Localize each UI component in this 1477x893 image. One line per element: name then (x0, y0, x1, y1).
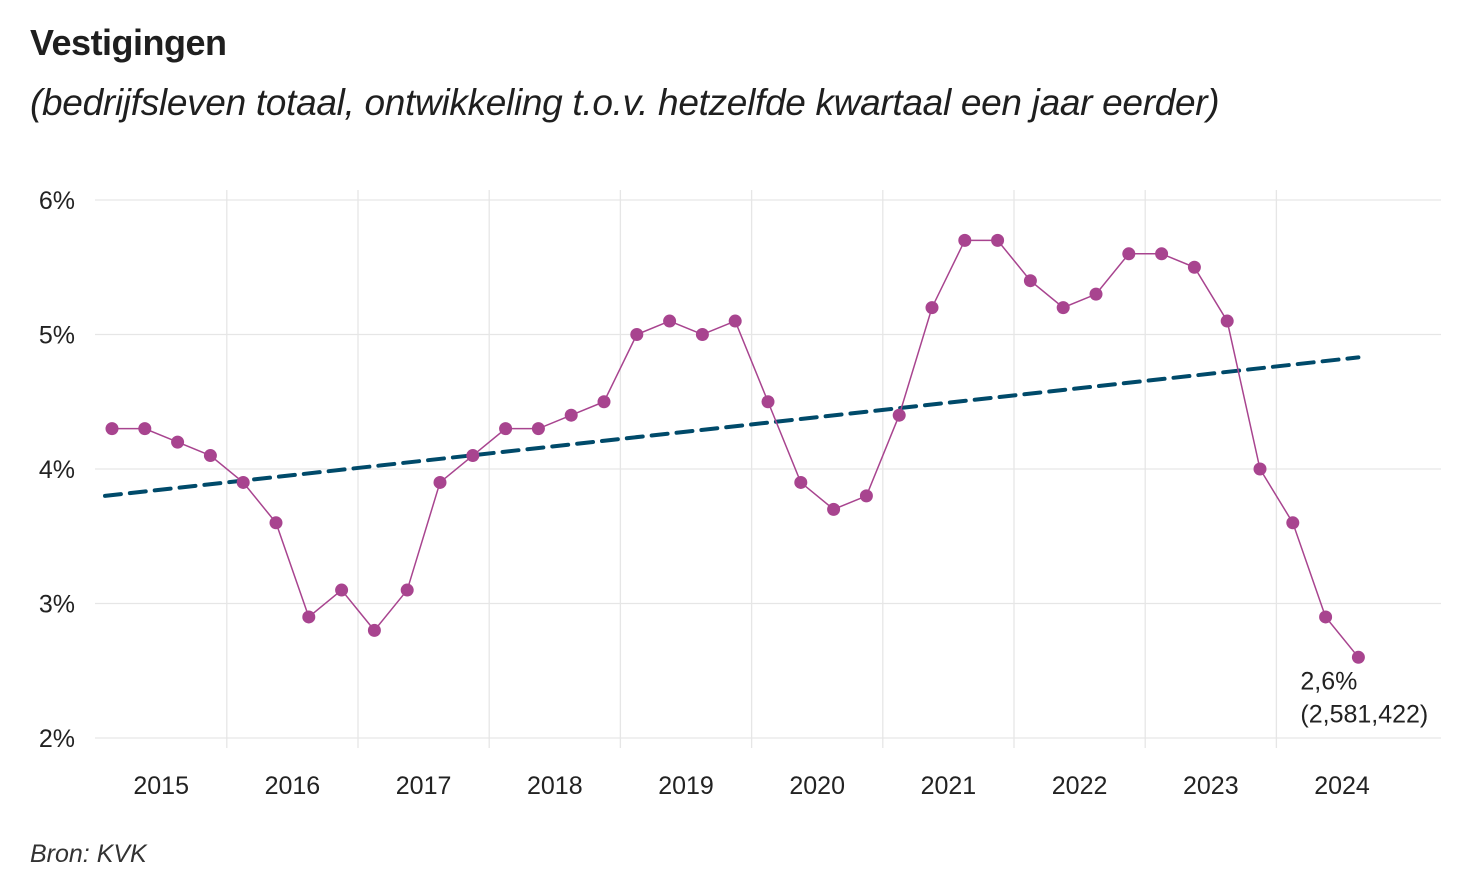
y-tick-label: 5% (39, 322, 75, 350)
y-axis-ticks: 2% 3% 4% 5% 6% (39, 187, 75, 753)
y-gridlines (95, 199, 1441, 739)
data-point (1220, 314, 1234, 328)
data-point (663, 314, 677, 328)
data-point (138, 422, 152, 436)
x-tick-label: 2018 (527, 772, 583, 800)
data-point (499, 422, 513, 436)
data-point (400, 583, 414, 597)
data-point (1155, 247, 1169, 261)
y-tick-label: 4% (39, 456, 75, 484)
data-point (761, 395, 775, 409)
data-point (1122, 247, 1136, 261)
data-point (991, 233, 1005, 247)
data-point (892, 408, 906, 422)
data-point (433, 475, 447, 489)
data-point (1253, 462, 1267, 476)
x-tick-label: 2021 (921, 772, 977, 800)
series-group (105, 233, 1365, 664)
data-point (1187, 260, 1201, 274)
data-point (531, 422, 545, 436)
x-axis-ticks: 2015 2016 2017 2018 2019 2020 2021 2022 2023 2024 (133, 772, 1370, 800)
x-tick-label: 2023 (1183, 772, 1239, 800)
data-point (269, 516, 283, 530)
data-point (1319, 610, 1333, 624)
annotation-count: (2,581,422) (1300, 700, 1428, 728)
annotations: 2,6% (2,581,422) (1300, 667, 1428, 728)
data-point (630, 328, 644, 341)
data-point (302, 610, 316, 624)
x-tick-label: 2016 (265, 772, 321, 800)
data-point (695, 328, 709, 341)
data-point (105, 422, 119, 436)
data-point (367, 623, 381, 637)
data-point (925, 301, 939, 315)
data-point (827, 502, 841, 516)
data-point (335, 583, 349, 597)
data-point (1351, 650, 1365, 664)
data-point (1023, 274, 1037, 288)
x-tick-label: 2020 (789, 772, 845, 800)
annotation-value: 2,6% (1300, 667, 1357, 695)
y-tick-label: 2% (39, 725, 75, 753)
data-point (466, 449, 480, 463)
chart-subtitle: (bedrijfsleven totaal, ontwikkeling t.o.… (30, 82, 1220, 123)
source-note: Bron: KVK (30, 840, 147, 868)
data-point (236, 475, 250, 489)
y-tick-label: 3% (39, 591, 75, 619)
data-point (958, 233, 972, 247)
data-point (859, 489, 873, 503)
x-tick-label: 2015 (133, 772, 189, 800)
x-tick-label: 2022 (1052, 772, 1108, 800)
data-point (728, 314, 742, 328)
data-point (1286, 516, 1300, 530)
data-point (203, 449, 217, 463)
data-point (597, 395, 611, 409)
chart-title: Vestigingen (30, 22, 227, 63)
data-point (1056, 301, 1070, 315)
series-line (112, 239, 1359, 658)
data-point (564, 408, 578, 422)
data-point (171, 435, 185, 449)
x-tick-label: 2024 (1314, 772, 1370, 800)
x-tick-label: 2017 (396, 772, 452, 800)
data-point (1089, 287, 1103, 301)
data-point (794, 475, 808, 489)
y-tick-label: 6% (39, 187, 75, 215)
trend-line (103, 355, 1361, 498)
trend-line-group (103, 355, 1361, 498)
x-tick-label: 2019 (658, 772, 714, 800)
